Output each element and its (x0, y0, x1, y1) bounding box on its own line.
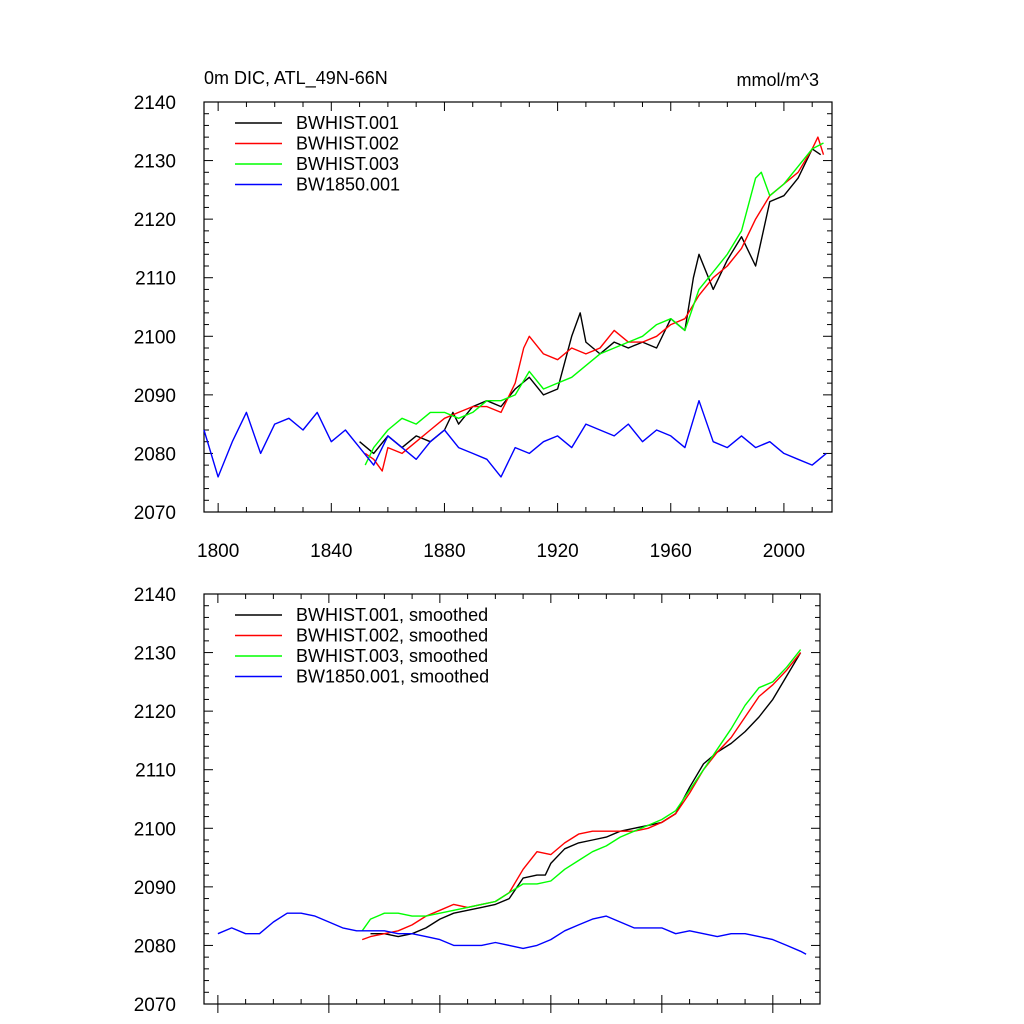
series-line-bwhist-002 (364, 136, 825, 472)
plot-frame (203, 101, 833, 513)
legend-label: BWHIST.003 (296, 154, 399, 174)
y-tick-label: 2130 (134, 644, 176, 665)
y-tick-label: 2140 (134, 93, 176, 114)
legend-label: BW1850.001, smoothed (296, 667, 489, 687)
y-tick-label: 2110 (135, 269, 176, 290)
y-tick-label: 2090 (134, 386, 176, 407)
y-tick-label: 2120 (134, 210, 176, 231)
figure-title: 0m DIC, ATL_49N-66N (204, 68, 388, 89)
y-tick-label: 2130 (134, 152, 176, 173)
x-tick-label: 2000 (763, 541, 805, 562)
y-tick-label: 2120 (134, 702, 176, 723)
y-tick-label: 2100 (134, 327, 176, 348)
legend-label: BWHIST.003, smoothed (296, 646, 488, 666)
y-tick-label: 2080 (134, 936, 176, 957)
x-tick-label: 1840 (310, 541, 352, 562)
y-tick-label: 2110 (135, 761, 176, 782)
series-line-bwhist-003-smoothed (361, 649, 802, 932)
y-tick-label: 2070 (134, 995, 176, 1016)
x-tick-label: 1800 (197, 541, 239, 562)
y-tick-label: 2140 (134, 585, 176, 606)
legend-label: BWHIST.001 (296, 113, 399, 133)
bottom-chart-panel: 2070 2080 2090 2100 2110 2120 2130 2140 BWHIST.0… (134, 585, 821, 1016)
series-line-bwhist-002-smoothed (361, 652, 802, 941)
y-tick-label: 2100 (134, 819, 176, 840)
legend-label: BW1850.001 (296, 175, 400, 195)
legend-label: BWHIST.002, smoothed (296, 626, 488, 646)
series-line-bw1850-001-smoothed (217, 912, 807, 955)
units-label: mmol/m^3 (737, 70, 819, 90)
series-line-bwhist-003 (364, 142, 824, 466)
top-chart-panel: 2070 2080 2090 2100 2110 2120 2130 2140 1800 1840… (134, 93, 833, 562)
legend-label: BWHIST.002 (296, 134, 399, 154)
series-line-bw1850-001 (203, 400, 827, 478)
series-line-bwhist-001-smoothed (370, 652, 802, 938)
y-tick-label: 2070 (134, 503, 176, 524)
x-tick-label: 1960 (650, 541, 692, 562)
x-tick-label: 1880 (423, 541, 465, 562)
x-tick-label: 1920 (536, 541, 578, 562)
legend-label: BWHIST.001, smoothed (296, 605, 488, 625)
y-tick-label: 2090 (134, 878, 176, 899)
y-tick-label: 2080 (134, 444, 176, 465)
plot-frame (203, 593, 821, 1005)
